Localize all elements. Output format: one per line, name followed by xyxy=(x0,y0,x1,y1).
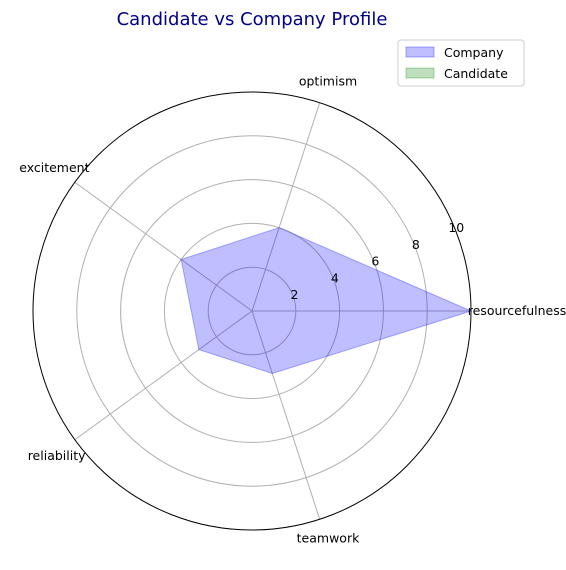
chart-title: Candidate vs Company Profile xyxy=(117,9,388,30)
r-tick-label-10: 10 xyxy=(448,220,464,235)
grid-layer xyxy=(32,91,472,531)
r-tick-label-4: 4 xyxy=(331,271,339,286)
category-label-excitement: excitement xyxy=(19,160,89,175)
category-label-reliability: reliability xyxy=(28,448,86,463)
category-label-teamwork: teamwork xyxy=(297,531,360,546)
legend-swatch-candidate xyxy=(405,67,435,79)
legend-label-company: Company xyxy=(444,45,504,60)
legend-label-candidate: Candidate xyxy=(444,66,508,81)
series-polygon-company xyxy=(180,227,473,375)
outer-frame xyxy=(32,91,472,531)
category-label-resourcefulness: resourcefulness xyxy=(468,303,566,318)
spoke-reliability xyxy=(74,310,253,441)
r-tick-label-6: 6 xyxy=(371,254,379,269)
legend-swatch-company xyxy=(405,46,435,58)
spoke-excitement xyxy=(74,181,253,312)
legend-box xyxy=(397,39,525,87)
category-label-optimism: optimism xyxy=(299,73,357,88)
r-tick-label-8: 8 xyxy=(412,237,420,252)
legend: Company Candidate xyxy=(397,39,525,87)
spoke-teamwork xyxy=(251,310,321,520)
spoke-optimism xyxy=(251,102,321,312)
axis-label-layer: resourcefulness optimism excitement reliabi… xyxy=(19,73,566,545)
tick-label-layer: 2 4 6 8 10 xyxy=(291,220,465,302)
series-layer xyxy=(180,227,473,375)
r-tick-label-2: 2 xyxy=(291,287,299,302)
